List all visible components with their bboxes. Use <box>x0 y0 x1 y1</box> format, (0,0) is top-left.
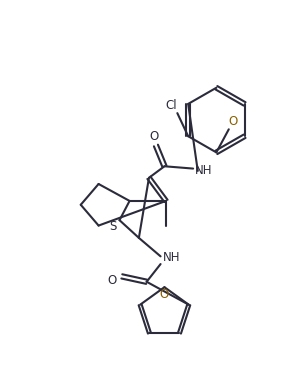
Text: NH: NH <box>163 251 180 264</box>
Text: O: O <box>160 288 169 301</box>
Text: Cl: Cl <box>165 99 177 112</box>
Text: S: S <box>109 220 117 233</box>
Text: O: O <box>107 274 117 287</box>
Text: O: O <box>149 130 158 143</box>
Text: O: O <box>228 115 237 128</box>
Text: NH: NH <box>195 164 213 178</box>
